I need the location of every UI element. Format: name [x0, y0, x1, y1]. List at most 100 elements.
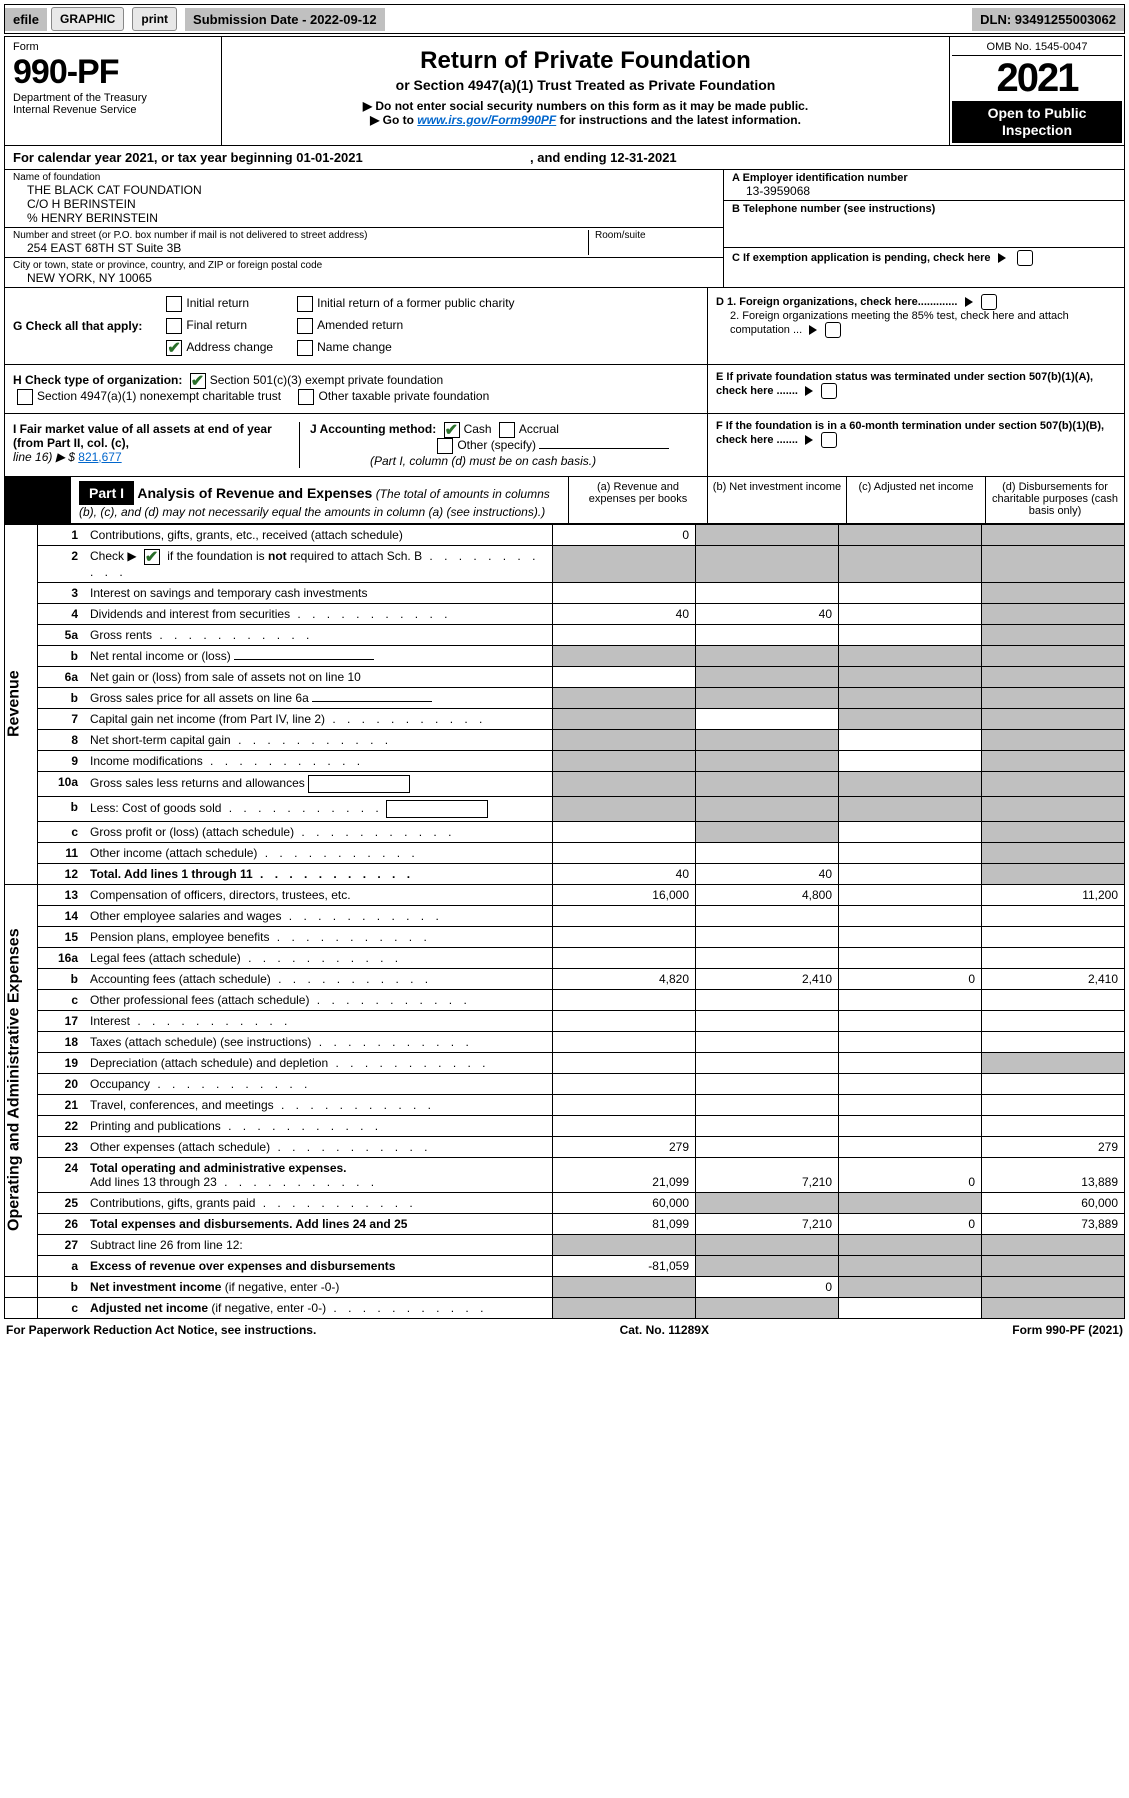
cb-initial-return[interactable]: [166, 296, 182, 312]
cb-address-change[interactable]: [166, 340, 182, 356]
open-inspection: Open to Public Inspection: [952, 101, 1122, 143]
phone-label: B Telephone number (see instructions): [732, 203, 1116, 215]
table-row: 14Other employee salaries and wages: [5, 905, 1125, 926]
arrow-icon: [805, 435, 813, 445]
line-27a: Excess of revenue over expenses and disb…: [84, 1255, 553, 1276]
opt-501c3: Section 501(c)(3) exempt private foundat…: [210, 373, 443, 387]
opt-4947: Section 4947(a)(1) nonexempt charitable …: [37, 389, 281, 403]
graphic-button[interactable]: GRAPHIC: [51, 7, 124, 31]
l1-a: 0: [553, 524, 696, 545]
table-row: 24Total operating and administrative exp…: [5, 1157, 1125, 1192]
part1-header-row: Part I Analysis of Revenue and Expenses …: [4, 477, 1125, 524]
j-note: (Part I, column (d) must be on cash basi…: [310, 454, 596, 468]
l12-a: 40: [553, 863, 696, 884]
line-6b: Gross sales price for all assets on line…: [90, 691, 309, 705]
analysis-table: Revenue 1Contributions, gifts, grants, e…: [4, 524, 1125, 1319]
cb-foreign-85[interactable]: [825, 322, 841, 338]
line-10a: Gross sales less returns and allowances: [90, 776, 305, 790]
j-label: J Accounting method:: [310, 422, 436, 436]
opt-namechange: Name change: [317, 340, 392, 354]
table-row: 11Other income (attach schedule): [5, 842, 1125, 863]
opt-other: Other taxable private foundation: [318, 389, 489, 403]
l26-a: 81,099: [553, 1213, 696, 1234]
irs-label: Internal Revenue Service: [13, 104, 213, 116]
table-row: 9Income modifications: [5, 750, 1125, 771]
section-h-e: H Check type of organization: Section 50…: [4, 365, 1125, 414]
line-10c: Gross profit or (loss) (attach schedule): [90, 825, 294, 839]
part1-title: Analysis of Revenue and Expenses: [137, 485, 372, 501]
cb-other-method[interactable]: [437, 438, 453, 454]
l26-b: 7,210: [696, 1213, 839, 1234]
fmv-value[interactable]: 821,677: [78, 450, 121, 464]
col-b-header: (b) Net investment income: [707, 477, 846, 523]
cb-foreign-org[interactable]: [981, 294, 997, 310]
cb-terminated[interactable]: [821, 383, 837, 399]
cb-accrual[interactable]: [499, 422, 515, 438]
i-label: I Fair market value of all assets at end…: [13, 422, 272, 450]
room-label: Room/suite: [595, 230, 715, 241]
cal-begin: 01-01-2021: [296, 150, 363, 165]
form-url-link[interactable]: www.irs.gov/Form990PF: [417, 113, 556, 127]
form-title: Return of Private Foundation: [234, 47, 937, 75]
table-row: 18Taxes (attach schedule) (see instructi…: [5, 1031, 1125, 1052]
col-c-header: (c) Adjusted net income: [846, 477, 985, 523]
table-row: bGross sales price for all assets on lin…: [5, 687, 1125, 708]
cb-final-return[interactable]: [166, 318, 182, 334]
calendar-year-row: For calendar year 2021, or tax year begi…: [4, 146, 1125, 170]
arrow-icon: [965, 297, 973, 307]
cb-4947[interactable]: [17, 389, 33, 405]
exemption-checkbox[interactable]: [1017, 250, 1033, 266]
l16b-d: 2,410: [982, 968, 1125, 989]
l24-b: 7,210: [696, 1157, 839, 1192]
line-13: Compensation of officers, directors, tru…: [84, 884, 553, 905]
l13-d: 11,200: [982, 884, 1125, 905]
table-row: bAccounting fees (attach schedule)4,8202…: [5, 968, 1125, 989]
form-label: Form: [13, 41, 213, 53]
cb-sch-b[interactable]: [144, 549, 160, 565]
print-button[interactable]: print: [132, 7, 177, 31]
d2-label: 2. Foreign organizations meeting the 85%…: [730, 310, 1069, 336]
l23-a: 279: [553, 1136, 696, 1157]
cb-60month[interactable]: [821, 432, 837, 448]
footer-right: Form 990-PF (2021): [1012, 1323, 1123, 1337]
line-24b: Add lines 13 through 23: [90, 1175, 217, 1189]
table-row: 20Occupancy: [5, 1073, 1125, 1094]
table-row: 8Net short-term capital gain: [5, 729, 1125, 750]
line-27c: Adjusted net income: [90, 1301, 208, 1315]
l23-d: 279: [982, 1136, 1125, 1157]
table-row: cOther professional fees (attach schedul…: [5, 989, 1125, 1010]
city-label: City or town, state or province, country…: [13, 260, 715, 271]
ein-label: A Employer identification number: [732, 172, 1116, 184]
cb-name-change[interactable]: [297, 340, 313, 356]
section-i-j-f: I Fair market value of all assets at end…: [4, 414, 1125, 477]
l27b-b: 0: [696, 1276, 839, 1297]
line-27b: Net investment income: [90, 1280, 221, 1294]
city-state-zip: NEW YORK, NY 10065: [13, 271, 715, 285]
table-row: 12Total. Add lines 1 through 114040: [5, 863, 1125, 884]
cb-initial-former[interactable]: [297, 296, 313, 312]
revenue-side-label: Revenue: [5, 524, 38, 884]
line-15: Pension plans, employee benefits: [90, 930, 269, 944]
d1-label: D 1. Foreign organizations, check here..…: [716, 296, 957, 308]
cb-cash[interactable]: [444, 422, 460, 438]
cb-amended[interactable]: [297, 318, 313, 334]
foundation-name-1: THE BLACK CAT FOUNDATION: [13, 183, 715, 197]
table-row: 4Dividends and interest from securities4…: [5, 603, 1125, 624]
cb-other-taxable[interactable]: [298, 389, 314, 405]
cal-text-a: For calendar year 2021, or tax year begi…: [13, 150, 296, 165]
foundation-name-3: % HENRY BERINSTEIN: [13, 211, 715, 225]
form-subtitle: or Section 4947(a)(1) Trust Treated as P…: [234, 77, 937, 93]
f-label: F If the foundation is in a 60-month ter…: [716, 420, 1104, 446]
cb-501c3[interactable]: [190, 373, 206, 389]
part1-label: Part I: [79, 481, 134, 505]
table-row: 16aLegal fees (attach schedule): [5, 947, 1125, 968]
opt-former: Initial return of a former public charit…: [317, 296, 514, 310]
line-26: Total expenses and disbursements. Add li…: [84, 1213, 553, 1234]
l16b-a: 4,820: [553, 968, 696, 989]
line-11: Other income (attach schedule): [90, 846, 257, 860]
l13-a: 16,000: [553, 884, 696, 905]
table-row: 21Travel, conferences, and meetings: [5, 1094, 1125, 1115]
opt-amended: Amended return: [317, 318, 403, 332]
table-row: Operating and Administrative Expenses 13…: [5, 884, 1125, 905]
l24-c: 0: [839, 1157, 982, 1192]
